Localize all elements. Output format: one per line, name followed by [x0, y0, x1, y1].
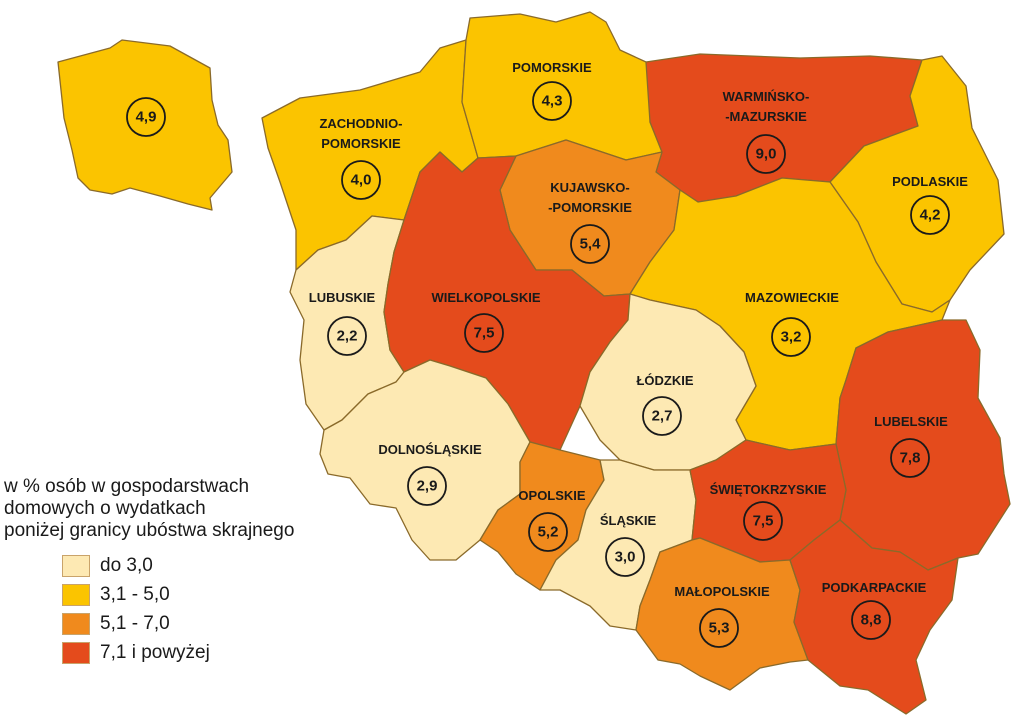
region-name: ZACHODNIO- [319, 116, 402, 131]
label-pomorskie: POMORSKIE 4,3 [512, 60, 592, 121]
value-circle [327, 316, 367, 356]
region-value: 9,0 [756, 146, 777, 163]
region-value: 5,3 [709, 620, 730, 637]
value-circle [407, 466, 447, 506]
legend-item: 7,1 i powyżej [62, 638, 364, 667]
legend-title-line: domowych o wydatkach [4, 498, 206, 519]
label-malopolskie: MAŁOPOLSKIE 5,3 [674, 584, 770, 648]
region-value: 2,7 [652, 408, 673, 425]
label-kujawsko-pomorskie: KUJAWSKO- -POMORSKIE 5,4 [548, 180, 632, 264]
inset-poland-map: 4,9 [57, 39, 233, 211]
legend: w % osób w gospodarstwach domowych o wyd… [4, 476, 364, 667]
legend-item: 3,1 - 5,0 [62, 580, 364, 609]
region-name: -MAZURSKIE [725, 109, 807, 124]
region-name: -POMORSKIE [548, 200, 632, 215]
legend-title-line: poniżej granicy ubóstwa skrajnego [4, 520, 295, 541]
value-circle [570, 224, 610, 264]
region-pomorskie [461, 11, 663, 161]
region-value: 4,3 [542, 93, 563, 110]
value-circle [890, 438, 930, 478]
region-value: 2,9 [417, 478, 438, 495]
label-wielkopolskie: WIELKOPOLSKIE 7,5 [431, 290, 541, 353]
label-lubelskie: LUBELSKIE 7,8 [874, 414, 948, 478]
region-name: KUJAWSKO- [550, 180, 629, 195]
legend-swatch [62, 641, 90, 664]
region-name: ŚLĄSKIE [600, 513, 657, 528]
value-circle [605, 537, 645, 577]
inset-value-circle [126, 97, 166, 137]
value-circle [532, 81, 572, 121]
inset-poland-shape [57, 39, 233, 211]
region-name: ŁÓDZKIE [636, 373, 693, 388]
legend-title-line: w % osób w gospodarstwach [4, 476, 250, 497]
value-circle [771, 317, 811, 357]
value-circle [743, 501, 783, 541]
value-circle [528, 512, 568, 552]
label-zachodniopomorskie: ZACHODNIO- POMORSKIE 4,0 [319, 116, 403, 200]
region-value: 7,5 [474, 325, 495, 342]
label-lubuskie: LUBUSKIE 2,2 [309, 290, 376, 356]
value-circle [464, 313, 504, 353]
label-podkarpackie: PODKARPACKIE 8,8 [822, 580, 927, 640]
legend-swatch [62, 612, 90, 635]
region-value: 5,4 [580, 236, 602, 253]
region-name: LUBELSKIE [874, 414, 948, 429]
region-name: ŚWIĘTOKRZYSKIE [710, 482, 827, 497]
region-name: OPOLSKIE [518, 488, 586, 503]
region-labels: ZACHODNIO- POMORSKIE 4,0 POMORSKIE 4,3 W… [309, 60, 968, 648]
region-value: 3,0 [615, 549, 636, 566]
legend-label: 3,1 - 5,0 [100, 583, 170, 605]
legend-item: do 3,0 [62, 551, 364, 580]
region-name: POMORSKIE [512, 60, 592, 75]
label-opolskie: OPOLSKIE 5,2 [518, 488, 586, 552]
region-name: PODLASKIE [892, 174, 968, 189]
inset-value: 4,9 [136, 109, 157, 126]
region-podkarpackie [789, 519, 959, 715]
label-podlaskie: PODLASKIE 4,2 [892, 174, 968, 235]
region-name: MAZOWIECKIE [745, 290, 839, 305]
label-lodzkie: ŁÓDZKIE 2,7 [636, 373, 694, 436]
legend-item: 5,1 - 7,0 [62, 609, 364, 638]
region-value: 4,0 [351, 172, 372, 189]
value-circle [642, 396, 682, 436]
value-circle [746, 134, 786, 174]
value-circle [341, 160, 381, 200]
label-slaskie: ŚLĄSKIE 3,0 [600, 513, 657, 577]
legend-title: w % osób w gospodarstwach domowych o wyd… [4, 476, 364, 542]
region-value: 3,2 [781, 329, 802, 346]
region-name: DOLNOŚLĄSKIE [378, 442, 482, 457]
region-name: MAŁOPOLSKIE [674, 584, 770, 599]
legend-label: 7,1 i powyżej [100, 641, 210, 663]
region-malopolskie [635, 537, 809, 691]
region-name: PODKARPACKIE [822, 580, 927, 595]
label-swietokrzyskie: ŚWIĘTOKRZYSKIE 7,5 [710, 482, 827, 541]
label-dolnoslaskie: DOLNOŚLĄSKIE 2,9 [378, 442, 482, 506]
region-name: LUBUSKIE [309, 290, 376, 305]
region-name: WIELKOPOLSKIE [431, 290, 540, 305]
legend-swatch [62, 554, 90, 577]
label-warminsko-mazurskie: WARMIŃSKO- -MAZURSKIE 9,0 [723, 89, 810, 174]
region-value: 7,5 [753, 513, 774, 530]
legend-label: 5,1 - 7,0 [100, 612, 170, 634]
region-value: 4,2 [920, 207, 941, 224]
value-circle [699, 608, 739, 648]
region-value: 7,8 [900, 450, 921, 467]
legend-swatch [62, 583, 90, 606]
legend-label: do 3,0 [100, 554, 153, 576]
regions-layer [261, 11, 1011, 715]
region-value: 5,2 [538, 524, 559, 541]
region-value: 8,8 [861, 612, 882, 629]
legend-items: do 3,0 3,1 - 5,0 5,1 - 7,0 7,1 i powyżej [62, 551, 364, 667]
value-circle [851, 600, 891, 640]
label-mazowieckie: MAZOWIECKIE 3,2 [745, 290, 839, 357]
region-name: POMORSKIE [321, 136, 401, 151]
region-name: WARMIŃSKO- [723, 89, 810, 104]
value-circle [910, 195, 950, 235]
region-value: 2,2 [337, 328, 358, 345]
